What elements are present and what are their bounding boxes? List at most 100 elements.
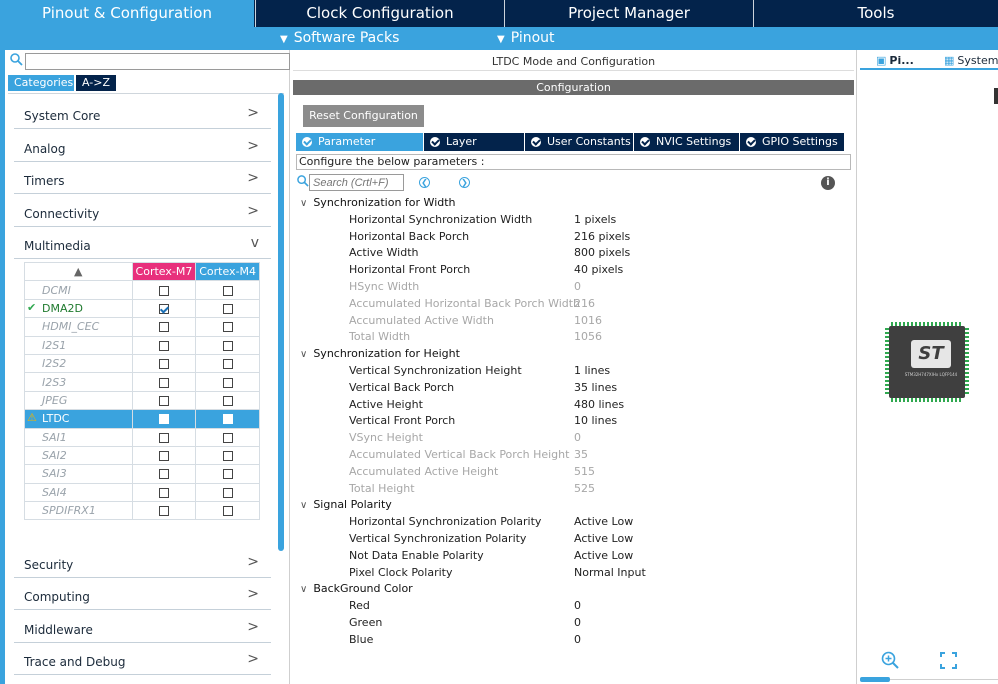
checkbox-cortex-m7[interactable] — [158, 487, 169, 498]
parameter-group[interactable]: ∨ Signal Polarity — [300, 498, 392, 511]
peripheral-cell[interactable]: JPEG — [24, 390, 133, 411]
checkbox-cortex-m4[interactable] — [222, 285, 233, 296]
column-cortex-m4[interactable]: Cortex-M4 — [195, 261, 260, 282]
table-row[interactable]: I2S2 — [24, 353, 260, 374]
tab-layer-settings[interactable]: Layer Settings — [424, 133, 524, 166]
peripheral-cell[interactable]: SAI3 — [24, 464, 133, 484]
category-computing[interactable]: Computing > — [14, 578, 271, 610]
peripheral-cell[interactable]: I2S3 — [24, 372, 133, 392]
parameter-row[interactable]: Horizontal Front Porch 40 pixels — [349, 263, 849, 280]
parameter-value[interactable]: 0 — [574, 599, 581, 613]
table-row[interactable]: HDMI_CEC — [24, 317, 260, 337]
peripheral-cell[interactable]: ⚠ LTDC — [24, 409, 133, 429]
peripheral-cell[interactable]: SAI1 — [24, 427, 133, 447]
parameter-value[interactable]: Active Low — [574, 532, 634, 545]
parameter-value[interactable]: 800 pixels — [574, 246, 631, 260]
parameter-group[interactable]: ∨ BackGround Color — [300, 582, 413, 595]
tab-project-manager[interactable]: Project Manager — [568, 4, 690, 22]
tab-nvic-settings[interactable]: NVIC Settings — [634, 133, 739, 151]
checkbox-cortex-m4[interactable] — [222, 340, 233, 351]
peripheral-cell[interactable]: I2S2 — [24, 353, 133, 374]
checkbox-cortex-m7[interactable] — [158, 395, 169, 406]
search-icon[interactable] — [297, 175, 309, 190]
parameter-row[interactable]: Active Width 800 pixels — [349, 246, 849, 263]
parameter-row[interactable]: Red 0 — [349, 599, 849, 616]
parameter-value[interactable]: 216 pixels — [574, 229, 631, 243]
table-row[interactable]: ⚠ LTDC — [24, 409, 260, 429]
parameter-value[interactable]: 0 — [574, 616, 581, 629]
tab-a-to-z[interactable]: A->Z — [76, 75, 116, 91]
tab-system-view[interactable]: ▦ System — [944, 54, 998, 67]
tab-pinout-configuration[interactable]: Pinout & Configuration — [0, 0, 254, 27]
tab-tools[interactable]: Tools — [857, 4, 895, 22]
parameter-row[interactable]: Total Height 525 — [349, 482, 849, 499]
category-connectivity[interactable]: Connectivity > — [14, 195, 271, 227]
checkbox-cortex-m7[interactable] — [158, 285, 169, 296]
table-row[interactable]: SAI4 — [24, 482, 260, 503]
software-packs-menu[interactable]: ▼ Software Packs — [280, 27, 399, 50]
peripheral-cell[interactable]: HDMI_CEC — [24, 317, 133, 337]
parameter-row[interactable]: Horizontal Synchronization Width 1 pixels — [349, 213, 849, 230]
parameter-group[interactable]: ∨ Synchronization for Width — [300, 196, 456, 209]
checkbox-cortex-m4[interactable] — [222, 451, 233, 462]
right-scrollbar[interactable] — [994, 88, 998, 104]
parameter-value[interactable]: Normal Input — [574, 565, 646, 579]
parameter-row[interactable]: Pixel Clock Polarity Normal Input — [349, 566, 849, 583]
checkbox-cortex-m7[interactable] — [158, 377, 169, 388]
parameter-value[interactable]: 1 lines — [574, 364, 611, 377]
table-row[interactable]: I2S3 — [24, 372, 260, 392]
peripheral-cell[interactable]: ✔ DMA2D — [24, 298, 133, 319]
column-cortex-m7[interactable]: Cortex-M7 — [131, 261, 197, 282]
parameter-row[interactable]: Total Width 1056 — [349, 330, 849, 347]
category-system-core[interactable]: System Core > — [14, 97, 271, 129]
parameter-row[interactable]: VSync Height 0 — [349, 431, 849, 448]
checkbox-cortex-m7[interactable] — [158, 451, 169, 462]
category-middleware[interactable]: Middleware > — [14, 611, 271, 643]
table-row[interactable]: SAI3 — [24, 464, 260, 484]
checkbox-cortex-m7[interactable] — [158, 322, 169, 333]
previous-match-icon[interactable]: ❮ — [419, 177, 430, 188]
peripheral-cell[interactable]: SAI4 — [24, 482, 133, 503]
categories-search-input[interactable] — [25, 53, 290, 70]
checkbox-cortex-m4[interactable] — [222, 506, 233, 517]
table-row[interactable]: SAI1 — [24, 427, 260, 447]
tab-gpio-settings[interactable]: GPIO Settings — [740, 133, 844, 151]
parameter-row[interactable]: Not Data Enable Polarity Active Low — [349, 549, 849, 566]
parameter-row[interactable]: Vertical Synchronization Height 1 lines — [349, 364, 849, 381]
search-icon[interactable] — [10, 53, 24, 69]
checkbox-cortex-m4[interactable] — [222, 395, 233, 406]
parameter-row[interactable]: Horizontal Synchronization Polarity Activ… — [349, 515, 849, 532]
checkbox-cortex-m4[interactable] — [222, 469, 233, 480]
next-match-icon[interactable]: ❯ — [459, 177, 470, 188]
peripheral-cell[interactable]: I2S1 — [24, 335, 133, 355]
reset-configuration-button[interactable]: Reset Configuration — [303, 105, 424, 127]
checkbox-cortex-m4[interactable] — [222, 432, 233, 443]
checkbox-cortex-m4[interactable] — [222, 377, 233, 388]
parameter-row[interactable]: Blue 0 — [349, 633, 849, 650]
table-row[interactable]: ✔ DMA2D — [24, 298, 260, 319]
parameter-value[interactable]: 480 lines — [574, 397, 625, 411]
table-row[interactable]: SPDIFRX1 — [24, 501, 260, 521]
parameter-row[interactable]: Active Height 480 lines — [349, 398, 849, 415]
parameter-row[interactable]: HSync Width 0 — [349, 280, 849, 297]
parameter-search-input[interactable] — [309, 174, 404, 191]
peripheral-cell[interactable]: SPDIFRX1 — [24, 501, 133, 521]
info-icon[interactable]: i — [821, 176, 835, 190]
tab-pinout-view[interactable]: ▣ Pi... — [876, 54, 914, 67]
checkbox-cortex-m7[interactable] — [158, 506, 169, 517]
table-row[interactable]: I2S1 — [24, 335, 260, 355]
category-analog[interactable]: Analog > — [14, 130, 271, 162]
parameter-row[interactable]: Vertical Back Porch 35 lines — [349, 381, 849, 398]
table-row[interactable]: DCMI — [24, 280, 260, 300]
left-scrollbar[interactable] — [278, 93, 284, 551]
parameter-value[interactable]: 35 lines — [574, 380, 618, 394]
tab-parameter-settings[interactable]: Parameter Settings — [296, 133, 423, 166]
fit-to-window-icon[interactable] — [940, 652, 957, 669]
parameter-row[interactable]: Accumulated Horizontal Back Porch Width 2… — [349, 297, 849, 314]
checkbox-cortex-m7[interactable] — [158, 432, 169, 443]
category-security[interactable]: Security > — [14, 546, 271, 578]
category-timers[interactable]: Timers > — [14, 162, 271, 194]
parameter-row[interactable]: Accumulated Active Width 1016 — [349, 314, 849, 331]
parameter-row[interactable]: Vertical Front Porch 10 lines — [349, 414, 849, 431]
parameter-value[interactable]: Active Low — [574, 548, 634, 562]
